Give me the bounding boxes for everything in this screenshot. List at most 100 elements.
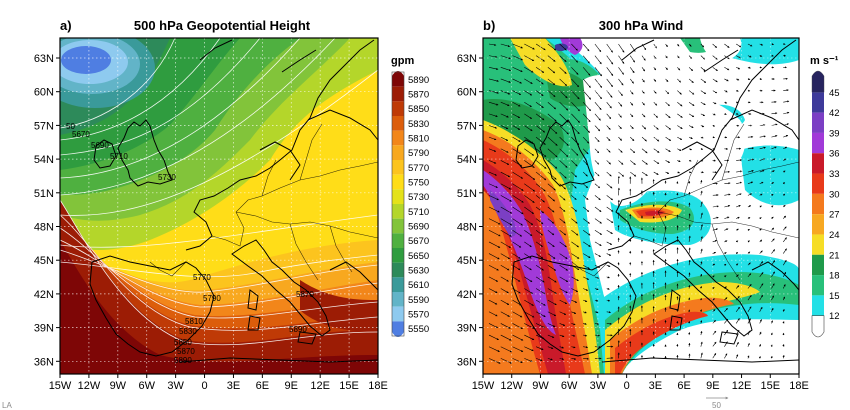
colorbar-swatch	[392, 306, 404, 322]
colorbar-label: 5710	[408, 207, 429, 218]
wind-vector	[559, 101, 569, 111]
wind-vector	[783, 204, 786, 208]
wind-vector	[771, 146, 777, 150]
wind-vector	[488, 90, 499, 94]
wind-vector	[500, 148, 509, 153]
wind-vector	[606, 230, 613, 234]
wind-vector	[524, 334, 535, 341]
wind-vector	[688, 78, 694, 83]
wind-vector	[700, 125, 705, 128]
wind-vector	[512, 183, 524, 191]
wind-vector	[665, 43, 668, 48]
wind-vector	[688, 202, 691, 208]
colorbar-label: 42	[829, 108, 840, 119]
wind-vector	[759, 228, 762, 231]
panel-b-frame	[482, 37, 800, 375]
wind-vector	[500, 183, 512, 190]
wind-vector	[488, 148, 497, 152]
lon-tick-label: 15E	[760, 380, 780, 392]
wind-vector	[747, 43, 753, 47]
wind-vector	[559, 323, 566, 326]
wind-vector	[618, 102, 623, 107]
lon-tick-label: 9E	[285, 380, 298, 392]
wind-vector	[582, 55, 590, 64]
wind-vector	[559, 334, 565, 338]
wind-vector	[665, 148, 671, 152]
wind-vector	[512, 311, 523, 318]
wind-vector	[583, 357, 589, 360]
wind-vector	[524, 101, 532, 108]
colorbar-label: 39	[829, 128, 840, 139]
wind-vector	[630, 136, 635, 142]
lat-tick-label: 60N	[34, 87, 54, 99]
wind-vector	[535, 206, 545, 214]
wind-vector	[689, 171, 692, 174]
wind-vector	[724, 101, 728, 104]
wind-vector	[606, 287, 610, 290]
wind-vector	[488, 288, 498, 294]
colorbar-label: 5550	[408, 324, 429, 335]
wind-vector	[547, 206, 555, 213]
wind-vector	[594, 299, 599, 302]
wind-vector	[512, 125, 521, 130]
panel-b-title: 300 hPa Wind	[599, 18, 683, 33]
wind-vector	[571, 299, 578, 303]
contour-label: 5670	[72, 130, 90, 139]
wind-vector	[688, 235, 691, 242]
wind-vector	[500, 78, 511, 83]
panel-a: a) 500 hPa Geopotential Height	[34, 18, 429, 392]
colorbar-swatch	[392, 71, 404, 87]
wind-vector	[759, 170, 765, 173]
wind-vector	[688, 101, 695, 106]
wind-vector	[559, 67, 567, 74]
borders	[149, 123, 378, 281]
wind-vector	[524, 125, 533, 132]
wind-vector	[747, 158, 755, 161]
colorbar-swatch	[392, 218, 404, 234]
lat-tick-label: 45N	[34, 255, 54, 267]
wind-vector	[547, 90, 556, 98]
contour-label: 5810	[185, 317, 203, 326]
wind-vector	[736, 193, 742, 196]
wind-vector	[488, 241, 501, 248]
wind-vector	[582, 253, 591, 259]
wind-vector	[606, 241, 613, 245]
wind-vector	[736, 170, 743, 173]
lon-tick-label: 9W	[110, 380, 127, 392]
lat-tick-label: 60N	[457, 87, 477, 99]
wind-vector	[688, 159, 692, 162]
wind-vector	[700, 101, 706, 106]
wind-vector	[571, 288, 579, 292]
wind-vector	[606, 160, 611, 165]
wind-vector	[618, 171, 625, 177]
wind-vector	[594, 288, 599, 291]
colorbar-swatch	[812, 214, 824, 235]
wind-vector	[759, 193, 763, 196]
wind-vector	[700, 236, 703, 243]
lon-tick-label: 15E	[339, 380, 359, 392]
borders	[571, 123, 799, 281]
wind-vector	[688, 67, 693, 72]
wind-vector	[618, 55, 625, 64]
wind-vector	[712, 228, 719, 231]
colorbar-swatch	[392, 145, 404, 160]
wind-vector	[736, 205, 741, 208]
colorbar-swatch	[811, 315, 825, 338]
wind-vector	[629, 55, 635, 63]
wind-vector	[488, 311, 498, 317]
wind-vector	[700, 78, 707, 83]
wind-vector	[653, 67, 657, 71]
panel-a-letter: a)	[60, 18, 72, 33]
wind-vector	[677, 160, 681, 162]
wind-vector	[535, 125, 546, 133]
wind-vector	[724, 275, 727, 278]
colorbar-swatch	[392, 189, 404, 204]
wind-vector	[488, 183, 498, 188]
wind-vector	[488, 113, 498, 118]
wind-vector	[512, 346, 524, 352]
colorbar-swatch	[392, 130, 404, 146]
wind-vector	[500, 264, 510, 271]
colorbar-swatch	[392, 233, 404, 248]
wind-vector	[665, 67, 668, 71]
wind-vector	[547, 160, 558, 169]
